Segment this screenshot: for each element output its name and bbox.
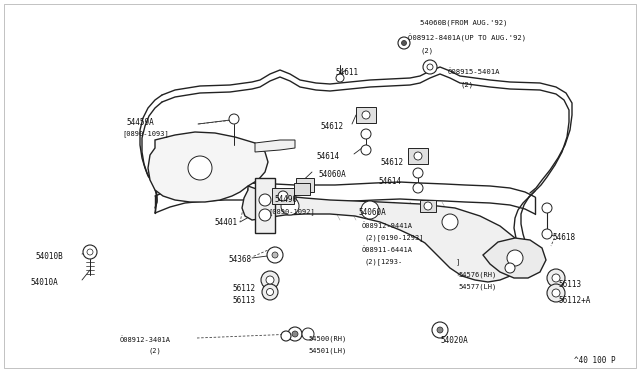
Circle shape — [413, 183, 423, 193]
Text: 54612: 54612 — [380, 158, 403, 167]
Text: 54500(RH): 54500(RH) — [308, 336, 346, 343]
Text: 54010A: 54010A — [30, 278, 58, 287]
Text: Ô08912-9441A: Ô08912-9441A — [362, 222, 413, 228]
Text: ]: ] — [456, 258, 460, 265]
Text: 56113: 56113 — [232, 296, 255, 305]
Circle shape — [83, 245, 97, 259]
Circle shape — [505, 263, 515, 273]
Text: 54060A: 54060A — [358, 208, 386, 217]
Text: (2)[1293-: (2)[1293- — [364, 258, 403, 265]
Circle shape — [413, 168, 423, 178]
Text: 56112+A: 56112+A — [558, 296, 590, 305]
Circle shape — [266, 289, 273, 295]
Text: (2): (2) — [148, 348, 161, 355]
Circle shape — [292, 331, 298, 337]
Circle shape — [507, 250, 523, 266]
Circle shape — [188, 156, 212, 180]
Text: 56113: 56113 — [558, 280, 581, 289]
Circle shape — [261, 271, 279, 289]
Text: 54060A: 54060A — [318, 170, 346, 179]
Polygon shape — [255, 140, 295, 152]
Circle shape — [437, 327, 443, 333]
Circle shape — [302, 328, 314, 340]
Text: ^40 100 P: ^40 100 P — [574, 356, 616, 365]
Text: 54490: 54490 — [274, 195, 297, 204]
Circle shape — [547, 284, 565, 302]
Text: (2): (2) — [461, 82, 474, 89]
Circle shape — [547, 269, 565, 287]
Text: Ô08915-5401A: Ô08915-5401A — [448, 68, 500, 74]
Text: 54368: 54368 — [228, 255, 251, 264]
Polygon shape — [483, 238, 546, 278]
Text: [0890-1092]: [0890-1092] — [268, 208, 315, 215]
Circle shape — [262, 284, 278, 300]
Circle shape — [442, 214, 458, 230]
Text: Ô08912-8401A(UP TO AUG.'92): Ô08912-8401A(UP TO AUG.'92) — [408, 34, 526, 42]
Circle shape — [259, 209, 271, 221]
Circle shape — [229, 114, 239, 124]
Circle shape — [361, 145, 371, 155]
Circle shape — [542, 203, 552, 213]
Circle shape — [259, 194, 271, 206]
Text: (2)[0190-1293]: (2)[0190-1293] — [364, 234, 424, 241]
Bar — [356, 107, 376, 123]
Circle shape — [552, 289, 560, 297]
Text: 54501(LH): 54501(LH) — [308, 348, 346, 355]
Polygon shape — [148, 132, 268, 202]
Text: 54459A: 54459A — [126, 118, 154, 127]
Text: 54612: 54612 — [320, 122, 343, 131]
Circle shape — [272, 252, 278, 258]
Text: 54060B(FROM AUG.'92): 54060B(FROM AUG.'92) — [420, 20, 508, 26]
Text: 54577(LH): 54577(LH) — [458, 283, 496, 289]
Text: (2): (2) — [420, 48, 433, 55]
Polygon shape — [242, 186, 523, 282]
Text: 54576(RH): 54576(RH) — [458, 272, 496, 279]
Text: 56112: 56112 — [232, 284, 255, 293]
Text: 54614: 54614 — [316, 152, 339, 161]
Bar — [408, 148, 428, 164]
Bar — [255, 178, 275, 233]
Circle shape — [362, 111, 370, 119]
Text: [0890-1093]: [0890-1093] — [122, 130, 169, 137]
Circle shape — [542, 229, 552, 239]
Text: 54618: 54618 — [552, 233, 575, 242]
Circle shape — [336, 74, 344, 82]
Circle shape — [398, 37, 410, 49]
Text: 54401: 54401 — [214, 218, 237, 227]
Text: 54010B: 54010B — [35, 252, 63, 261]
Circle shape — [414, 152, 422, 160]
Circle shape — [281, 197, 299, 215]
Text: 54611: 54611 — [335, 68, 358, 77]
Circle shape — [427, 64, 433, 70]
Text: Ô08911-6441A: Ô08911-6441A — [362, 246, 413, 253]
Circle shape — [361, 129, 371, 139]
Circle shape — [266, 276, 274, 284]
Circle shape — [401, 41, 406, 45]
Circle shape — [267, 247, 283, 263]
Circle shape — [281, 331, 291, 341]
Text: 54614: 54614 — [378, 177, 401, 186]
Circle shape — [552, 274, 560, 282]
Circle shape — [423, 60, 437, 74]
Circle shape — [288, 327, 302, 341]
Text: 54020A: 54020A — [440, 336, 468, 345]
Bar — [272, 188, 294, 204]
Bar — [294, 183, 310, 195]
Circle shape — [432, 322, 448, 338]
Circle shape — [424, 202, 432, 210]
Text: Ô08912-3401A: Ô08912-3401A — [120, 336, 171, 343]
Bar — [296, 178, 314, 192]
Circle shape — [278, 191, 288, 201]
Circle shape — [87, 249, 93, 255]
Circle shape — [361, 201, 379, 219]
Bar — [420, 200, 436, 212]
